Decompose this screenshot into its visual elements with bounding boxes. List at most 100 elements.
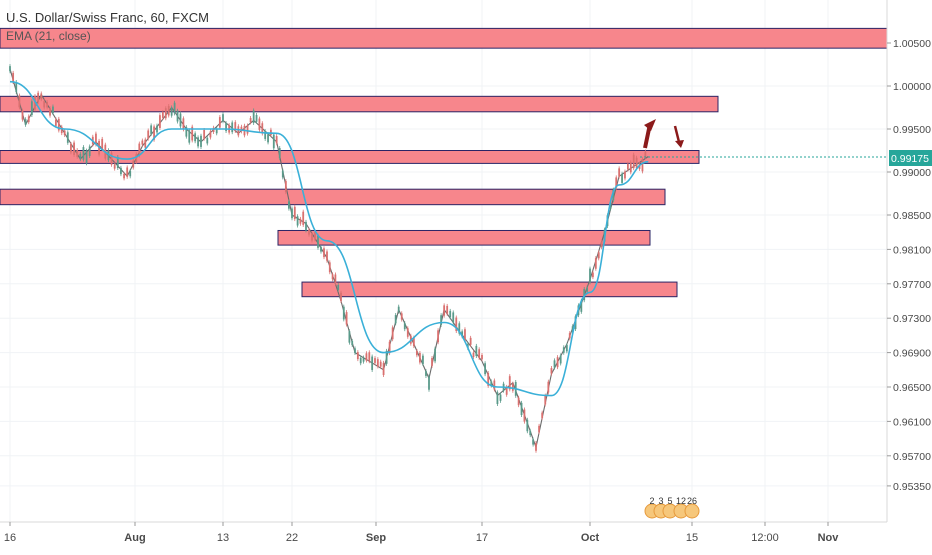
- candle-body: [437, 330, 439, 343]
- price-tick-label: 1.00000: [893, 81, 931, 93]
- candle-body: [365, 353, 368, 361]
- time-tick-label: 17: [476, 532, 488, 544]
- candle-body: [431, 357, 433, 366]
- candle-body: [164, 108, 167, 119]
- candle-body: [326, 251, 328, 261]
- candle-body: [328, 262, 331, 273]
- indicator-label: EMA (21, close): [6, 29, 91, 43]
- zone-rect-5[interactable]: [277, 229, 651, 246]
- candle-body: [37, 92, 40, 103]
- candle-body: [237, 126, 240, 136]
- candle-body: [382, 362, 385, 376]
- candle-body: [520, 402, 523, 415]
- candle-body: [15, 81, 18, 92]
- candle-body: [101, 138, 104, 149]
- zone-rect-2[interactable]: [0, 95, 719, 113]
- candle-body: [88, 146, 91, 157]
- candle-body: [356, 352, 359, 360]
- zone-rect-1[interactable]: [0, 27, 888, 49]
- candle-body: [234, 122, 237, 131]
- candle-body: [267, 134, 269, 143]
- candle-body: [487, 373, 490, 386]
- candle-body: [252, 110, 255, 123]
- candle-body: [231, 122, 234, 133]
- candle-body: [348, 331, 351, 343]
- candle-body: [246, 125, 249, 134]
- candle-body: [54, 119, 57, 126]
- candle-body: [597, 252, 600, 259]
- candle-body: [331, 274, 334, 280]
- candle-body: [452, 312, 455, 323]
- candle-body: [225, 123, 227, 132]
- candle-body: [371, 356, 374, 370]
- candle-body: [562, 347, 565, 353]
- candle-body: [46, 101, 49, 108]
- price-tick-label: 0.96900: [893, 348, 931, 360]
- candle-body: [264, 131, 267, 139]
- zone-rect-4[interactable]: [0, 188, 666, 206]
- down-arrow-icon: [673, 125, 684, 148]
- candle-body: [179, 113, 182, 127]
- candle-body: [538, 425, 540, 433]
- candle-body: [478, 349, 481, 358]
- time-tick-label: Sep: [366, 532, 386, 544]
- candle-body: [496, 392, 499, 405]
- support-resistance-zones[interactable]: [0, 27, 888, 298]
- candle-body: [52, 106, 54, 113]
- candle-body: [422, 355, 424, 364]
- candle-body: [27, 116, 30, 123]
- candle-body: [508, 376, 511, 390]
- candle-body: [621, 173, 623, 183]
- candle-body: [82, 147, 85, 160]
- candle-body: [568, 333, 571, 339]
- candle-body: [547, 381, 550, 393]
- candle-body: [388, 341, 391, 354]
- candle-body: [275, 136, 278, 144]
- candle-body: [24, 119, 27, 125]
- candle-body: [255, 114, 258, 122]
- economic-events[interactable]: 2 3 5 12 26: [644, 496, 700, 519]
- time-axis[interactable]: 16 Aug 13 22 Sep 17 Oct 15 12:00 Nov: [4, 522, 839, 544]
- candle-body: [314, 232, 316, 240]
- candle-body: [156, 125, 158, 133]
- candle-body: [144, 139, 147, 148]
- candle-body: [176, 110, 179, 122]
- header: U.S. Dollar/Swiss Franc, 60, FXCM EMA (2…: [6, 10, 209, 43]
- price-tick-label: 0.95700: [893, 451, 931, 463]
- candle-body: [544, 395, 547, 405]
- price-axis-bg: [887, 0, 932, 522]
- candle-body: [419, 352, 421, 363]
- candle-body: [200, 135, 202, 147]
- candle-body: [535, 443, 537, 451]
- candle-body: [458, 323, 461, 334]
- candle-body: [21, 110, 24, 120]
- candle-body: [258, 118, 261, 130]
- candle-body: [85, 150, 88, 164]
- candle-body: [523, 409, 526, 422]
- candle-body: [218, 117, 221, 128]
- price-tick-label: 0.97300: [893, 313, 931, 325]
- zone-rect-6[interactable]: [301, 281, 678, 298]
- price-tick-label: 0.99500: [893, 124, 931, 136]
- annotation-arrows: [643, 119, 684, 149]
- event-flag-icon[interactable]: [684, 503, 700, 519]
- zone-rect-3[interactable]: [0, 150, 700, 164]
- candle-body: [305, 221, 307, 231]
- event-flag-label: 12: [676, 496, 686, 506]
- candle-body: [272, 134, 275, 149]
- last-price-tag-bg: [889, 150, 932, 166]
- price-axis[interactable]: 1.00500 1.00000 0.99500 0.99000 0.98500 0.981…: [887, 38, 931, 493]
- candle-body: [191, 126, 194, 141]
- candle-body: [291, 208, 293, 219]
- candle-body: [342, 306, 345, 320]
- time-tick-label: 12:00: [751, 532, 779, 544]
- candle-body: [299, 218, 302, 224]
- candle-body: [194, 133, 197, 142]
- candle-body: [76, 150, 79, 157]
- price-tick-label: 0.95350: [893, 481, 931, 493]
- event-flag-label: 2: [649, 496, 654, 506]
- price-tick-label: 0.99000: [893, 167, 931, 179]
- candle-body: [66, 132, 69, 143]
